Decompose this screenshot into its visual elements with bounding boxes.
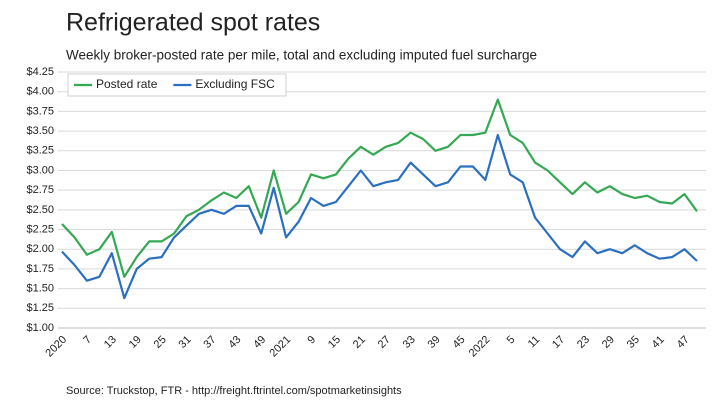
x-tick-label: 2022 [467,334,493,360]
x-tick-label: 37 [201,334,218,351]
x-tick-label: 41 [650,334,667,351]
x-tick-label: 19 [127,334,144,351]
x-tick-label: 23 [575,334,592,351]
y-tick-label: $2.00 [26,243,54,255]
source-note: Source: Truckstop, FTR - http://freight.… [66,385,402,397]
y-tick-label: $1.00 [26,322,54,334]
y-tick-label: $1.50 [26,283,54,295]
series-line [61,133,698,300]
x-tick-label: 35 [625,334,642,351]
y-tick-label: $2.25 [26,223,54,235]
x-tick-label: 2020 [43,334,69,360]
legend-label: Excluding FSC [195,77,275,91]
y-tick-label: $3.00 [26,164,54,176]
x-tick-label: 39 [426,334,443,351]
x-tick-label: 27 [376,334,393,351]
series-line [61,98,698,278]
x-tick-label: 25 [152,334,169,351]
y-tick-label: $1.75 [26,263,54,275]
x-tick-label: 11 [526,334,543,351]
y-tick-label: $3.75 [26,105,54,117]
x-tick-label: 49 [251,334,268,351]
x-tick-label: 15 [326,334,343,351]
legend-label: Posted rate [96,77,158,91]
y-tick-label: $2.50 [26,204,54,216]
y-tick-label: $4.25 [26,66,54,78]
chart-title: Refrigerated spot rates [66,9,320,37]
y-tick-label: $2.75 [26,184,54,196]
x-tick-label: 2021 [267,334,293,360]
x-tick-label: 7 [81,334,94,347]
x-tick-label: 33 [401,334,418,351]
x-tick-label: 9 [305,334,318,347]
y-tick-label: $3.50 [26,125,54,137]
y-tick-label: $4.00 [26,86,54,98]
y-tick-label: $3.25 [26,145,54,157]
x-tick-label: 45 [450,334,467,351]
x-tick-label: 29 [600,334,617,351]
x-tick-label: 47 [675,334,692,351]
x-tick-label: 13 [102,334,119,351]
x-tick-label: 31 [177,334,194,351]
chart-subtitle: Weekly broker-posted rate per mile, tota… [66,48,537,63]
x-tick-label: 43 [226,334,243,351]
y-tick-label: $1.25 [26,302,54,314]
x-tick-label: 21 [351,334,368,351]
x-tick-label: 17 [550,334,567,351]
x-tick-label: 5 [505,334,518,347]
